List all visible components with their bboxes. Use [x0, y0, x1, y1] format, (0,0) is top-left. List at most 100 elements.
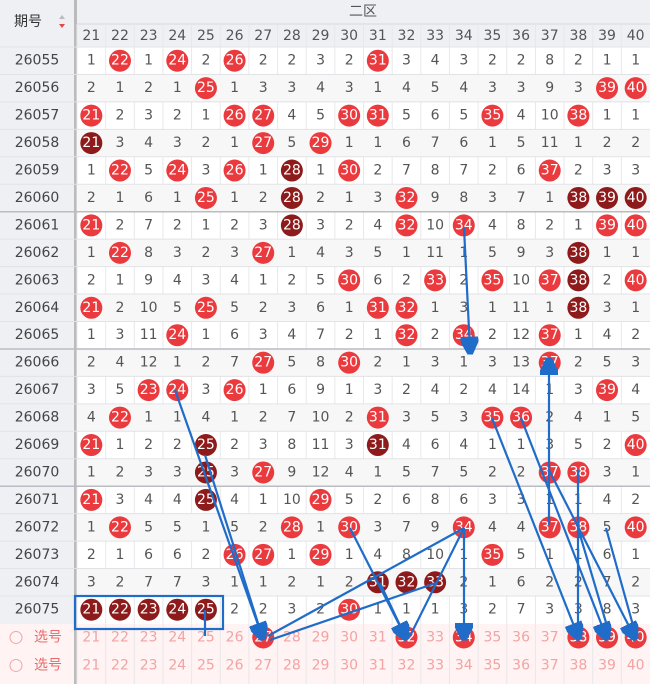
- miss-count: 2: [201, 53, 210, 69]
- miss-count: 2: [87, 547, 96, 563]
- ball-number: 30: [340, 272, 358, 288]
- miss-count: 21: [82, 657, 100, 673]
- miss-count: 6: [603, 547, 612, 563]
- miss-count: 1: [230, 410, 239, 426]
- miss-count: 7: [144, 574, 153, 590]
- ball: [481, 269, 504, 292]
- ball-number: 28: [283, 217, 301, 233]
- ball: [624, 214, 647, 237]
- miss-count: 3: [373, 382, 382, 398]
- miss-count: 1: [345, 190, 354, 206]
- ball-number: 22: [111, 519, 129, 535]
- ball-number: 29: [312, 547, 330, 563]
- miss-count: 3: [488, 190, 497, 206]
- miss-count: 24: [168, 629, 186, 645]
- miss-count: 1: [230, 574, 239, 590]
- miss-count: 1: [87, 163, 96, 179]
- period: 26070: [15, 464, 60, 480]
- ball: [80, 214, 103, 237]
- miss-count: 3: [201, 163, 210, 179]
- miss-count: 4: [631, 382, 640, 398]
- period: 26065: [15, 327, 60, 343]
- miss-count: 27: [254, 657, 272, 673]
- miss-count: 7: [316, 327, 325, 343]
- miss-count: 4: [402, 437, 411, 453]
- miss-count: 5: [316, 272, 325, 288]
- miss-count: 5: [144, 163, 153, 179]
- miss-count: 9: [431, 519, 440, 535]
- miss-count: 5: [373, 245, 382, 261]
- miss-count: 7: [144, 217, 153, 233]
- miss-count: 2: [87, 80, 96, 96]
- row-bg: [77, 403, 650, 432]
- ball: [452, 516, 475, 539]
- miss-count: 2: [402, 382, 411, 398]
- ball-repeat: [567, 296, 590, 319]
- miss-count: 2: [574, 355, 583, 371]
- miss-count: 33: [426, 657, 444, 673]
- miss-count: 6: [431, 437, 440, 453]
- ball-number: 27: [254, 629, 272, 645]
- miss-count: 7: [431, 135, 440, 151]
- ball-number: 22: [111, 53, 129, 69]
- miss-count: 6: [517, 163, 526, 179]
- miss-count: 23: [140, 657, 158, 673]
- miss-count: 3: [574, 80, 583, 96]
- ball-number: 34: [455, 217, 473, 233]
- line: [604, 527, 638, 637]
- miss-count: 3: [631, 602, 640, 618]
- miss-count: 2: [517, 53, 526, 69]
- row-bg: [77, 294, 650, 322]
- ball: [280, 516, 303, 539]
- period: 26074: [15, 574, 60, 590]
- column-label: 37: [541, 28, 559, 44]
- ball-number: 25: [197, 437, 215, 453]
- miss-count: 1: [603, 410, 612, 426]
- miss-count: 9: [144, 272, 153, 288]
- miss-count: 3: [345, 80, 354, 96]
- ball: [137, 379, 160, 402]
- miss-count: 2: [116, 300, 125, 316]
- ball: [567, 104, 590, 127]
- miss-count: 5: [144, 519, 153, 535]
- ball: [223, 543, 246, 566]
- miss-count: 2: [316, 602, 325, 618]
- miss-count: 5: [517, 547, 526, 563]
- miss-count: 1: [431, 300, 440, 316]
- ball: [252, 351, 275, 374]
- ball-number: 31: [369, 300, 387, 316]
- miss-count: 11: [512, 300, 530, 316]
- ball-number: 40: [627, 272, 645, 288]
- miss-count: 1: [87, 245, 96, 261]
- miss-count: 5: [603, 355, 612, 371]
- miss-count: 2: [201, 135, 210, 151]
- miss-count: 2: [631, 327, 640, 343]
- miss-count: 11: [312, 437, 330, 453]
- miss-count: 2: [201, 355, 210, 371]
- line: [379, 582, 406, 637]
- ball-number: 35: [484, 410, 502, 426]
- ball-number: 28: [283, 519, 301, 535]
- ball-number: 21: [82, 108, 100, 124]
- miss-count: 3: [259, 327, 268, 343]
- miss-count: 1: [259, 272, 268, 288]
- miss-count: 5: [431, 410, 440, 426]
- ball-number: 25: [197, 492, 215, 508]
- miss-count: 1: [545, 300, 554, 316]
- ball-number: 39: [598, 80, 616, 96]
- miss-count: 2: [287, 574, 296, 590]
- miss-count: 1: [545, 547, 554, 563]
- ball: [538, 516, 561, 539]
- ball-number: 37: [541, 519, 559, 535]
- ball-repeat: [395, 571, 418, 594]
- miss-count: 11: [140, 327, 158, 343]
- miss-count: 1: [259, 163, 268, 179]
- ball: [338, 159, 361, 182]
- ball-number: 39: [598, 629, 616, 645]
- miss-count: 4: [116, 355, 125, 371]
- ball-number: 24: [168, 602, 186, 618]
- ball: [108, 159, 131, 182]
- ball: [624, 516, 647, 539]
- ball-number: 32: [398, 217, 416, 233]
- miss-count: 2: [345, 410, 354, 426]
